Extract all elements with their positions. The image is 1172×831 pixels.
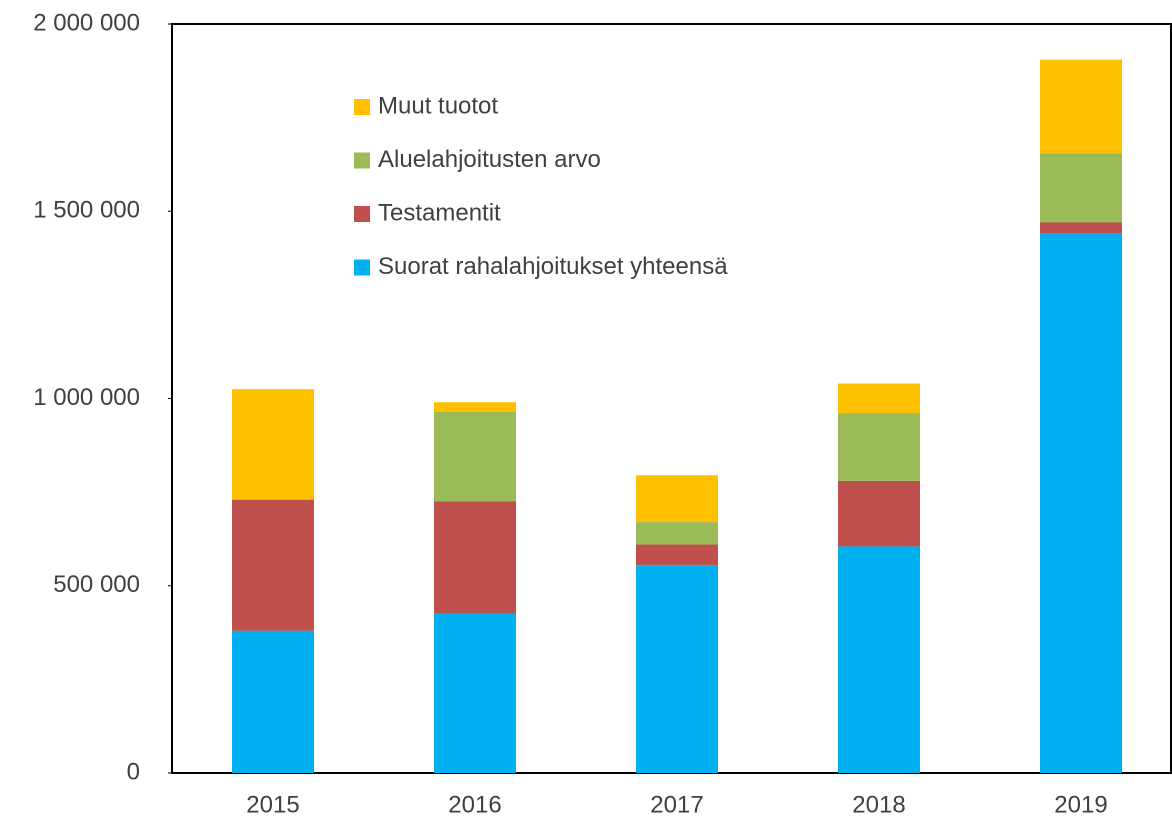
x-tick-label: 2018 [852, 791, 905, 818]
bar-segment [636, 475, 718, 523]
legend-swatch [354, 206, 370, 222]
bar-segment [636, 544, 718, 566]
bar-segment [838, 383, 920, 414]
legend-swatch [354, 259, 370, 276]
legend-label: Suorat rahalahjoitukset yhteensä [378, 253, 728, 280]
bar-segment [434, 402, 516, 412]
bar-segment [838, 480, 920, 547]
bar-segment [232, 499, 314, 631]
bar-segment [1040, 222, 1122, 234]
y-tick-label: 0 [127, 758, 140, 785]
x-tick-label: 2015 [246, 791, 299, 818]
bar-segment [434, 613, 516, 773]
y-tick-label: 1 000 000 [33, 384, 140, 411]
x-tick-label: 2017 [650, 791, 703, 818]
y-tick-label: 1 500 000 [33, 197, 140, 224]
bar-segment [1040, 153, 1122, 223]
bar-segment [434, 501, 516, 614]
legend-swatch [354, 152, 370, 169]
bar-segment [232, 630, 314, 773]
bar-segment [838, 546, 920, 773]
x-tick-label: 2016 [448, 791, 501, 818]
legend-label: Muut tuotot [378, 92, 498, 119]
legend-label: Aluelahjoitusten arvo [378, 146, 601, 173]
bar-segment [1040, 233, 1122, 774]
legend-swatch [354, 99, 370, 115]
y-tick-label: 500 000 [53, 571, 140, 598]
x-tick-label: 2019 [1054, 791, 1107, 818]
bar-segment [838, 413, 920, 481]
bar-segment [636, 522, 718, 545]
legend-label: Testamentit [378, 199, 501, 226]
bar-segment [434, 411, 516, 502]
bar-segment [636, 565, 718, 773]
bar-segment [232, 389, 314, 500]
bar-segment [1040, 59, 1122, 154]
y-tick-label: 2 000 000 [33, 9, 140, 36]
